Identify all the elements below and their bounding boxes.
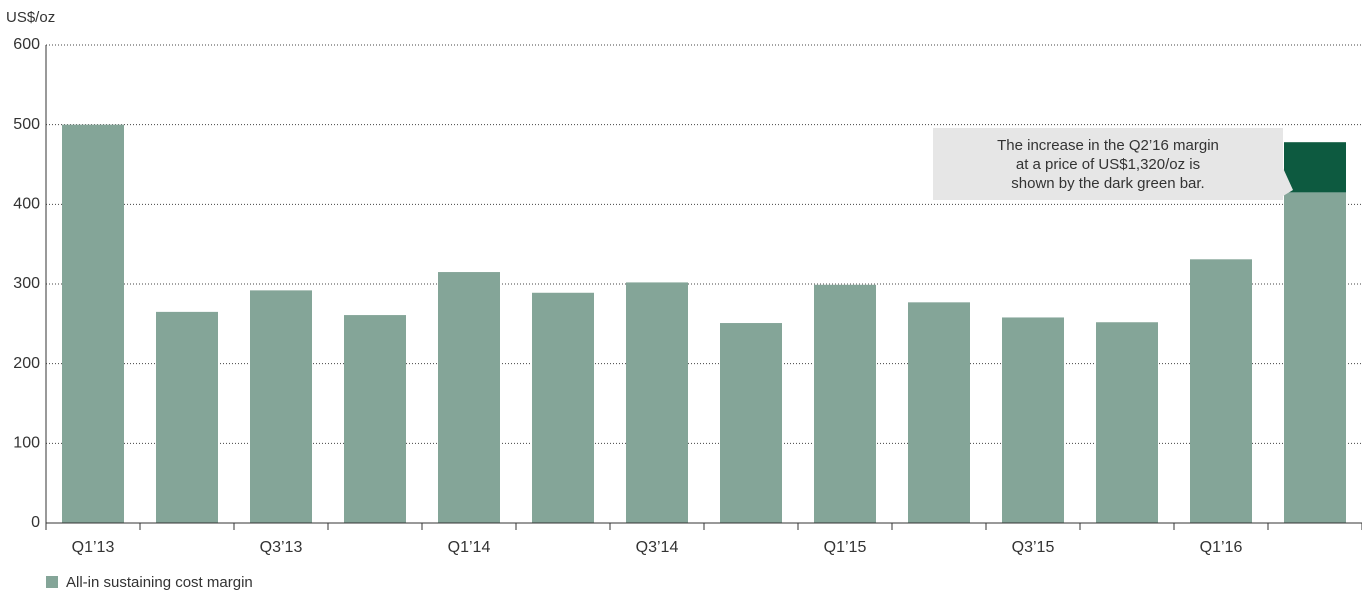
x-tick-label: Q1’14: [448, 539, 491, 556]
bar: [62, 124, 124, 524]
x-tick-label: Q3’15: [1012, 539, 1055, 556]
bar: [1190, 259, 1252, 523]
bar: [156, 311, 218, 523]
bar: [1284, 142, 1346, 193]
bar: [250, 290, 312, 523]
y-tick-label: 0: [31, 514, 40, 531]
bar: [1002, 317, 1064, 523]
x-tick-label: Q3’14: [636, 539, 679, 556]
bar: [344, 315, 406, 523]
bar: [908, 302, 970, 523]
y-tick-label: 400: [13, 196, 40, 213]
y-tick-label: 200: [13, 355, 40, 372]
y-tick-label: 500: [13, 116, 40, 133]
bar: [532, 292, 594, 523]
callout-pointer: [1283, 168, 1293, 196]
bar: [1284, 192, 1346, 523]
x-tick-label: Q1’16: [1200, 539, 1243, 556]
bar: [814, 284, 876, 523]
annotation: The increase in the Q2’16 margin: [997, 137, 1219, 154]
legend-label: All-in sustaining cost margin: [66, 574, 253, 591]
bar: [438, 272, 500, 523]
y-tick-label: 100: [13, 435, 40, 452]
y-axis-label: US$/oz: [6, 9, 55, 26]
legend-swatch: [46, 576, 58, 588]
bar: [1096, 322, 1158, 523]
y-tick-label: 600: [13, 36, 40, 53]
x-tick-label: Q3’13: [260, 539, 303, 556]
y-tick-label: 300: [13, 275, 40, 292]
bar: [626, 282, 688, 523]
x-tick-label: Q1’15: [824, 539, 867, 556]
bar: [720, 323, 782, 523]
x-tick-label: Q1’13: [72, 539, 115, 556]
annotation: shown by the dark green bar.: [1011, 175, 1204, 192]
annotation: at a price of US$1,320/oz is: [1016, 156, 1200, 173]
callout-box: [933, 128, 1283, 200]
